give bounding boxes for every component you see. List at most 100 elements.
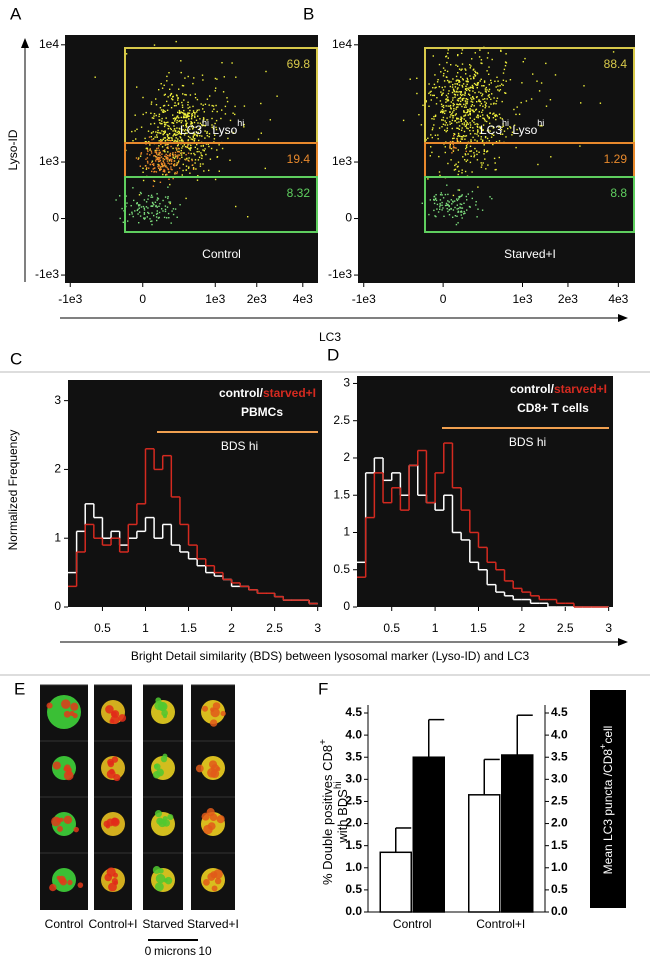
event (450, 148, 453, 150)
event (430, 90, 432, 93)
event (445, 105, 447, 107)
event (191, 112, 193, 115)
event (449, 105, 451, 107)
event (143, 209, 146, 211)
event (445, 56, 447, 58)
event (166, 80, 168, 82)
event (178, 160, 180, 162)
event (455, 80, 457, 82)
scale-unit: microns (154, 944, 196, 958)
event (185, 119, 187, 122)
event (452, 115, 455, 117)
event (186, 115, 188, 117)
event (513, 124, 516, 126)
event (462, 94, 464, 96)
event (435, 215, 437, 218)
event (162, 210, 164, 212)
event (119, 217, 121, 220)
event (227, 137, 229, 140)
cell-spot (56, 875, 61, 880)
event (187, 126, 190, 128)
event (450, 159, 452, 161)
event (147, 162, 149, 164)
event (184, 146, 187, 148)
event (474, 92, 476, 94)
event (196, 143, 198, 146)
event (501, 133, 504, 135)
event (172, 154, 174, 156)
event (169, 127, 172, 130)
event (151, 196, 154, 198)
image-label: Starved (142, 917, 183, 931)
event (163, 125, 166, 128)
event (208, 145, 210, 148)
event (192, 105, 194, 108)
cell-spot (152, 771, 161, 779)
event (146, 149, 149, 151)
arrow-head (618, 638, 628, 646)
event (455, 75, 458, 78)
event (450, 64, 452, 66)
event (457, 100, 460, 102)
event (150, 152, 153, 154)
event (159, 165, 161, 168)
event (176, 162, 178, 164)
event (480, 166, 483, 168)
event (176, 127, 178, 129)
event (515, 113, 517, 116)
event (143, 207, 145, 209)
event (485, 86, 487, 89)
event (483, 150, 485, 152)
event (202, 145, 204, 147)
event (505, 92, 507, 94)
event (162, 165, 164, 168)
event (197, 175, 199, 177)
event (139, 191, 142, 194)
event (441, 86, 443, 89)
event (163, 150, 165, 152)
event (177, 154, 179, 156)
event (468, 87, 470, 89)
event (133, 199, 135, 202)
event (156, 158, 159, 160)
cell-spot (110, 715, 120, 725)
gate-percent: 1.29 (604, 152, 628, 166)
event (480, 138, 482, 140)
event (156, 136, 158, 138)
event (184, 112, 186, 115)
event (161, 153, 163, 155)
event (148, 141, 150, 143)
event (491, 58, 493, 61)
event (121, 207, 123, 210)
event (464, 88, 467, 91)
gate-percent: 8.8 (610, 186, 627, 200)
cell-spot (56, 825, 63, 832)
event (498, 90, 500, 92)
event (143, 218, 146, 220)
event (475, 108, 478, 110)
event (142, 171, 144, 173)
event (234, 105, 236, 108)
event (458, 196, 461, 199)
event (501, 118, 503, 120)
event (458, 121, 460, 123)
x-tick-label: 1.5 (470, 621, 487, 635)
event (153, 203, 155, 206)
event (494, 80, 496, 82)
event (196, 179, 199, 181)
event (471, 86, 473, 89)
event (545, 105, 548, 107)
event (132, 140, 134, 142)
event (167, 154, 169, 157)
event (189, 128, 191, 130)
event (444, 204, 447, 207)
event (439, 174, 441, 177)
cell-spot (210, 769, 220, 779)
event (433, 115, 435, 118)
event (444, 86, 446, 88)
event (538, 90, 541, 92)
event (433, 209, 435, 212)
event (466, 127, 468, 129)
event (145, 201, 148, 203)
event (170, 93, 172, 95)
